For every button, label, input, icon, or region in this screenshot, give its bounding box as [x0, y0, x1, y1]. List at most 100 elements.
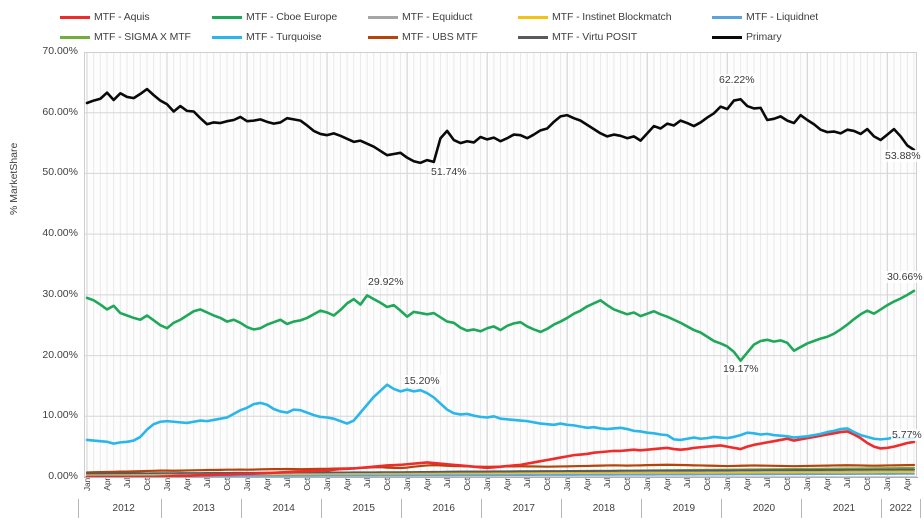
x-axis-year-separator — [641, 499, 643, 518]
data-label: 29.92% — [367, 276, 405, 288]
legend-swatch-icon — [368, 35, 398, 39]
x-axis-month-label: Apr — [342, 478, 353, 491]
legend-item-mtf-virtu-posit[interactable]: MTF - Virtu POSIT — [518, 31, 637, 43]
series-line-primary — [85, 87, 916, 165]
series-line-mtf-virtu-posit — [86, 468, 915, 475]
x-axis-line — [84, 477, 918, 478]
data-label: 30.66% — [886, 271, 924, 283]
plot-area — [84, 52, 917, 477]
x-axis-edge-separator — [920, 499, 921, 518]
x-axis-month-label: Apr — [662, 478, 673, 491]
legend-swatch-icon — [212, 35, 242, 39]
x-axis-month-label: Jan — [722, 478, 733, 492]
x-axis-month-label: Apr — [902, 478, 913, 491]
y-axis-tick-label: 60.00% — [42, 105, 78, 118]
legend-label: MTF - Liquidnet — [746, 11, 819, 23]
legend-swatch-icon — [212, 15, 242, 19]
x-axis-year-label: 2012 — [112, 503, 135, 514]
legend-swatch-icon — [518, 35, 548, 39]
legend-label: MTF - UBS MTF — [402, 31, 478, 43]
y-axis-tick-label: 70.00% — [42, 45, 78, 57]
x-axis-month-label: Jul — [842, 478, 853, 489]
chart-legend: MTF - Aquis MTF - Cboe Europe MTF - Equidu… — [0, 4, 924, 44]
x-axis-month-label: Oct — [302, 478, 313, 491]
legend-swatch-icon — [518, 15, 548, 19]
x-axis-month-label: Jul — [282, 478, 293, 489]
y-axis-tick-label: 20.00% — [42, 348, 78, 361]
x-axis-month-label: Jul — [522, 478, 533, 489]
x-axis-month-label: Jan — [162, 478, 173, 492]
x-axis-month-label: Apr — [182, 478, 193, 491]
legend-label: MTF - Equiduct — [402, 11, 473, 23]
x-axis-month-label: Jul — [602, 478, 613, 489]
year-separators — [86, 52, 888, 477]
legend-item-mtf-turquoise[interactable]: MTF - Turquoise — [212, 31, 322, 43]
x-axis-month-label: Jul — [682, 478, 693, 489]
legend-swatch-icon — [712, 35, 742, 39]
x-axis-month-label: Jan — [482, 478, 493, 492]
x-axis-year-separator — [161, 499, 163, 518]
legend-label: Primary — [746, 31, 782, 43]
x-axis-month-label: Jul — [122, 478, 133, 489]
x-axis-month-label: Apr — [822, 478, 833, 491]
x-axis-month-label: Apr — [742, 478, 753, 491]
x-axis-year-separator — [481, 499, 483, 518]
x-axis-year-label: 2018 — [592, 503, 615, 514]
legend-item-primary[interactable]: Primary — [712, 31, 782, 43]
x-axis-month-label: Apr — [422, 478, 433, 491]
y-axis-tick-labels: 70.00% 60.00% 50.00% 40.00% 30.00% 20.00% 10.0… — [18, 0, 78, 520]
x-axis-month-label: Jul — [362, 478, 373, 489]
y-axis-tick-label: 10.00% — [42, 409, 78, 422]
y-axis-tick-label: 0.00% — [48, 470, 78, 482]
x-axis-month-label: Jan — [562, 478, 573, 492]
legend-item-mtf-cboe-europe[interactable]: MTF - Cboe Europe — [212, 11, 337, 23]
x-axis-month-label: Jan — [82, 478, 92, 492]
data-label: 62.22% — [718, 74, 756, 86]
y-axis-tick-label: 50.00% — [42, 166, 78, 179]
legend-item-mtf-liquidnet[interactable]: MTF - Liquidnet — [712, 11, 818, 23]
x-axis-month-label: Oct — [222, 478, 233, 491]
x-axis-month-label: Jan — [242, 478, 253, 492]
x-axis-year-separator — [561, 499, 563, 518]
x-axis-month-label: Apr — [262, 478, 273, 491]
legend-label: MTF - Aquis — [94, 11, 150, 23]
x-axis-month-label: Jan — [882, 478, 893, 492]
x-axis-month-label: Oct — [622, 478, 633, 491]
x-axis-year-label: 2017 — [512, 503, 535, 514]
x-axis-year-separator — [721, 499, 723, 518]
x-axis-month-label: Apr — [102, 478, 112, 491]
x-axis-year-label: 2016 — [432, 503, 455, 514]
legend-item-mtf-ubs-mtf[interactable]: MTF - UBS MTF — [368, 31, 478, 43]
data-label: 5.77% — [891, 429, 923, 441]
series-line-mtf-cboe-europe — [85, 289, 916, 362]
data-label: 15.20% — [403, 375, 441, 387]
data-label: 51.74% — [430, 166, 468, 178]
series-line-mtf-liquidnet — [86, 472, 915, 477]
x-axis-year-label: 2013 — [192, 503, 215, 514]
series-line-mtf-aquis — [85, 430, 916, 477]
legend-item-mtf-aquis[interactable]: MTF - Aquis — [60, 11, 150, 23]
x-axis-month-label: Oct — [702, 478, 713, 491]
x-axis-year-separator — [401, 499, 403, 518]
chart-svg — [84, 52, 917, 477]
x-axis-year-separator — [321, 499, 323, 518]
plot-border — [84, 52, 917, 477]
x-axis-month-label: Jul — [202, 478, 213, 489]
x-axis-year-label: 2020 — [752, 503, 776, 514]
legend-swatch-icon — [60, 35, 90, 39]
legend-item-mtf-equiduct[interactable]: MTF - Equiduct — [368, 11, 472, 23]
legend-label: MTF - SIGMA X MTF — [94, 31, 191, 43]
x-axis-year-label: 2015 — [352, 503, 375, 514]
x-axis-month-label: Jan — [402, 478, 413, 492]
legend-label: MTF - Cboe Europe — [246, 11, 338, 23]
x-axis-month-label: Oct — [862, 478, 873, 491]
legend-item-mtf-sigma-x-mtf[interactable]: MTF - SIGMA X MTF — [60, 31, 191, 43]
legend-label: MTF - Instinet Blockmatch — [552, 11, 672, 23]
legend-item-mtf-instinet-blockmatch[interactable]: MTF - Instinet Blockmatch — [518, 11, 672, 23]
series-line-mtf-turquoise — [85, 383, 916, 445]
x-axis-year-label: 2014 — [272, 503, 295, 514]
vertical-gridlines — [86, 52, 915, 477]
x-axis-year-label: 2019 — [672, 503, 696, 514]
x-axis-edge-separator — [78, 499, 79, 518]
